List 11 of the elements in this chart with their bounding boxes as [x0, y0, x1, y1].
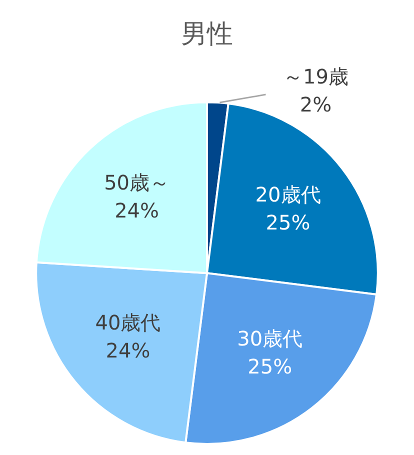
slice-label: 50歳～: [104, 170, 170, 195]
slice-label: 20歳代: [255, 182, 321, 206]
slice-label: ～19歳: [283, 64, 348, 89]
slice-label: 40歳代: [95, 310, 161, 335]
data-label: 25%: [248, 354, 292, 378]
slice-label: 30歳代: [237, 326, 303, 350]
data-label: 24%: [114, 198, 160, 223]
data-label: 2%: [300, 92, 332, 117]
chart-title: 男性: [181, 19, 233, 50]
data-label: 24%: [106, 338, 150, 363]
data-label: 25%: [266, 210, 310, 234]
